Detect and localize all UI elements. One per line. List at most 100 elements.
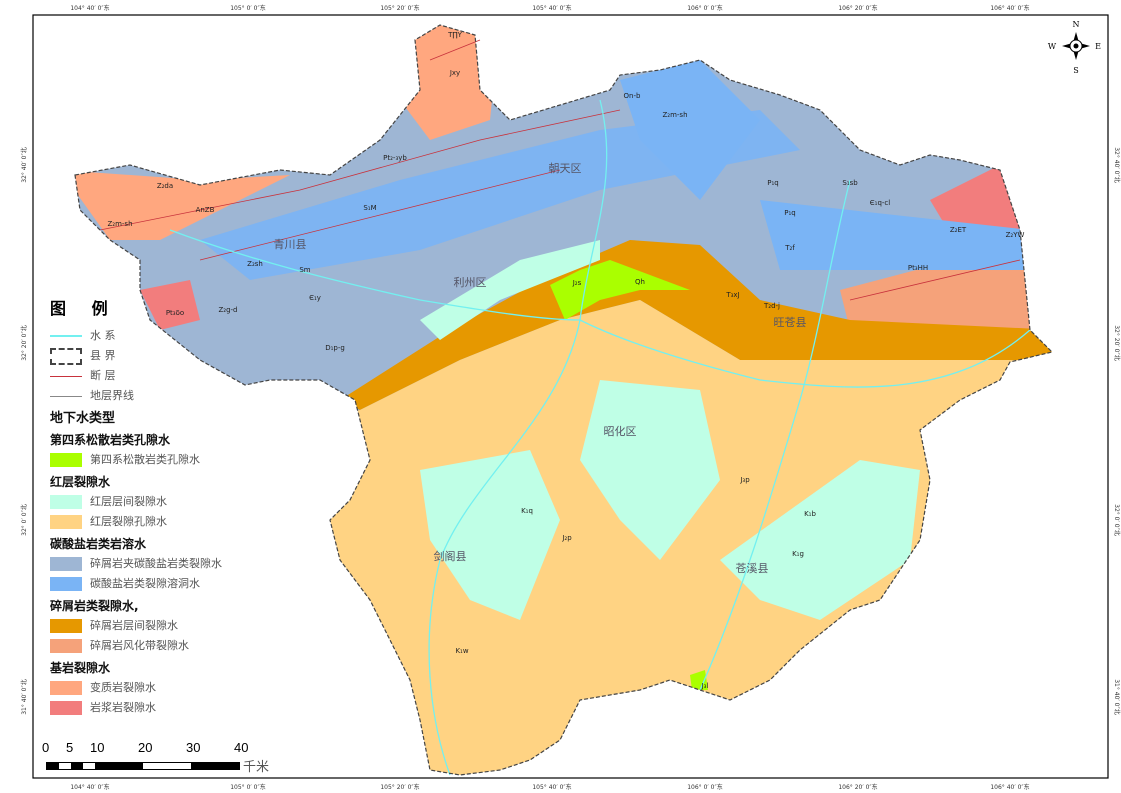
top-tick-label: 106° 20′ 0″东: [838, 4, 877, 12]
legend-label: 断 层: [90, 369, 116, 382]
top-tick-label: 106° 40′ 0″东: [990, 4, 1029, 12]
right-tick-label: 31° 40′ 0″北: [1113, 679, 1121, 715]
river: [579, 319, 1031, 388]
scale-tick: 20: [138, 740, 153, 755]
top-tick-label: 105° 40′ 0″东: [532, 4, 571, 12]
county-label: 剑阁县: [434, 549, 467, 563]
legend-label: 碎屑岩层间裂隙水: [90, 619, 178, 632]
legend-label: 地层界线: [90, 389, 134, 402]
legend-swatch: [50, 453, 82, 467]
legend-stratum-line: 地层界线: [50, 386, 240, 406]
legend-label: 县 界: [90, 349, 116, 362]
stratum-code: P₁q: [767, 179, 778, 187]
county-label: 利州区: [454, 276, 487, 289]
legend-swatch: [50, 701, 82, 715]
legend-swatch: [50, 639, 82, 653]
legend-title: 图 例: [50, 299, 118, 318]
legend-gw-title: 地下水类型: [50, 411, 116, 426]
stratum-code: Pt₂-₃yb: [383, 154, 407, 162]
top-ticks: 104° 40′ 0″东 104° 40′ 0″东 105° 0′ 0″东 105° …: [70, 4, 1029, 791]
zone-red-interlayer-west: [420, 450, 560, 620]
bottom-tick-label: 106° 40′ 0″东: [990, 783, 1029, 791]
stratum-code: T₂f: [784, 244, 795, 252]
stratum-code: K₁g: [792, 550, 804, 558]
stratum-code: J₂s: [572, 279, 582, 287]
county-label: 苍溪县: [736, 562, 769, 575]
scale-tick: 40: [234, 740, 249, 755]
scale-tick: 10: [90, 740, 105, 755]
stratum-code: J₃p: [739, 476, 750, 484]
compass-s: S: [1073, 66, 1078, 75]
stratum-code: Z₂m-sh: [662, 111, 687, 119]
legend-item: 红层层间裂隙水: [50, 492, 240, 512]
scale-tick: 30: [186, 740, 201, 755]
stratum-code: S₁sb: [842, 179, 858, 187]
compass-w: W: [1048, 42, 1057, 51]
zone-red-interlayer-east: [720, 460, 920, 620]
stratum-code: Z₂sh: [247, 260, 263, 268]
fault-line: [429, 39, 481, 61]
river: [579, 99, 608, 321]
scale-tick: 0: [42, 740, 50, 755]
legend-item: 变质岩裂隙水: [50, 678, 240, 698]
side-ticks: 32° 40′ 0″北 32° 40′ 0″北 32° 20′ 0″北 32° 20′…: [20, 147, 1121, 715]
top-tick-label: 104° 40′ 0″东: [70, 4, 109, 12]
top-tick-label: 105° 20′ 0″东: [380, 4, 419, 12]
compass-e: E: [1095, 42, 1101, 51]
zone-quaternary: [550, 260, 690, 320]
stratum-code: Z₂ET: [950, 226, 967, 234]
stratum-code: Pt₃δo: [166, 309, 184, 317]
legend-group-title: 红层裂隙水: [50, 475, 111, 489]
stratum-code: Є₁y: [309, 294, 321, 302]
zone-red-interlayer-center: [580, 380, 720, 560]
faults: [99, 39, 1021, 301]
county-label: 朝天区: [549, 162, 582, 175]
map-frame: [32, 14, 1109, 779]
river: [169, 229, 581, 321]
legend: 图 例 水 系 县 界 断 层 地层界线 地下水类型 第四系松散岩类孔隙水 第四系…: [50, 298, 240, 718]
stratum-code: Pt₃HH: [908, 264, 928, 272]
stratum-code: Z₂YW: [1006, 231, 1025, 239]
stratum-code: T₃xJ: [725, 291, 739, 299]
legend-item: 红层裂隙孔隙水: [50, 512, 240, 532]
bottom-tick-label: 105° 40′ 0″东: [532, 783, 571, 791]
left-tick-label: 31° 40′ 0″北: [20, 679, 28, 715]
stratum-code: J₂p: [561, 534, 572, 542]
legend-item: 碎屑岩风化带裂隙水: [50, 636, 240, 656]
zone-carbonate-north: [620, 60, 760, 200]
scale-tick: 5: [66, 740, 74, 755]
river: [428, 319, 581, 776]
legend-label: 岩浆岩裂隙水: [90, 701, 156, 714]
county-label: 旺苍县: [774, 316, 807, 329]
stratum-code: T∏Y: [447, 31, 463, 39]
rivers: [169, 99, 1031, 776]
fault-line: [99, 109, 621, 231]
legend-group-title: 基岩裂隙水: [50, 661, 111, 675]
legend-swatch: [50, 577, 82, 591]
stratum-code: AnZB: [196, 206, 215, 214]
county-boundary-outer: [74, 24, 1054, 776]
stratum-code: Qh: [635, 278, 645, 286]
stratum-code: K₁q: [521, 507, 533, 515]
legend-label: 第四系松散岩类孔隙水: [90, 453, 200, 466]
right-tick-label: 32° 40′ 0″北: [1113, 147, 1121, 183]
legend-group-title: 碳酸盐岩类岩溶水: [50, 537, 147, 551]
top-tick-label: 105° 0′ 0″东: [230, 4, 266, 12]
legend-swatch: [50, 619, 82, 633]
legend-item: 碎屑岩层间裂隙水: [50, 616, 240, 636]
zone-carbonate-band: [200, 110, 800, 280]
bottom-tick-label: 105° 20′ 0″东: [380, 783, 419, 791]
zone-red-interlayer-north: [420, 240, 600, 340]
left-tick-label: 32° 20′ 0″北: [20, 325, 28, 361]
legend-group-title: 碎屑岩类裂隙水,: [50, 599, 139, 613]
bottom-tick-label: 106° 20′ 0″东: [838, 783, 877, 791]
legend-label: 红层裂隙孔隙水: [90, 515, 167, 528]
legend-label: 红层层间裂隙水: [90, 495, 167, 508]
legend-label: 水 系: [90, 329, 116, 342]
bottom-tick-label: 106° 0′ 0″东: [687, 783, 723, 791]
legend-item: 碳酸盐岩类裂隙溶洞水: [50, 574, 240, 594]
compass-rose: N S E W: [1048, 20, 1101, 75]
legend-fault: 断 层: [50, 366, 240, 386]
